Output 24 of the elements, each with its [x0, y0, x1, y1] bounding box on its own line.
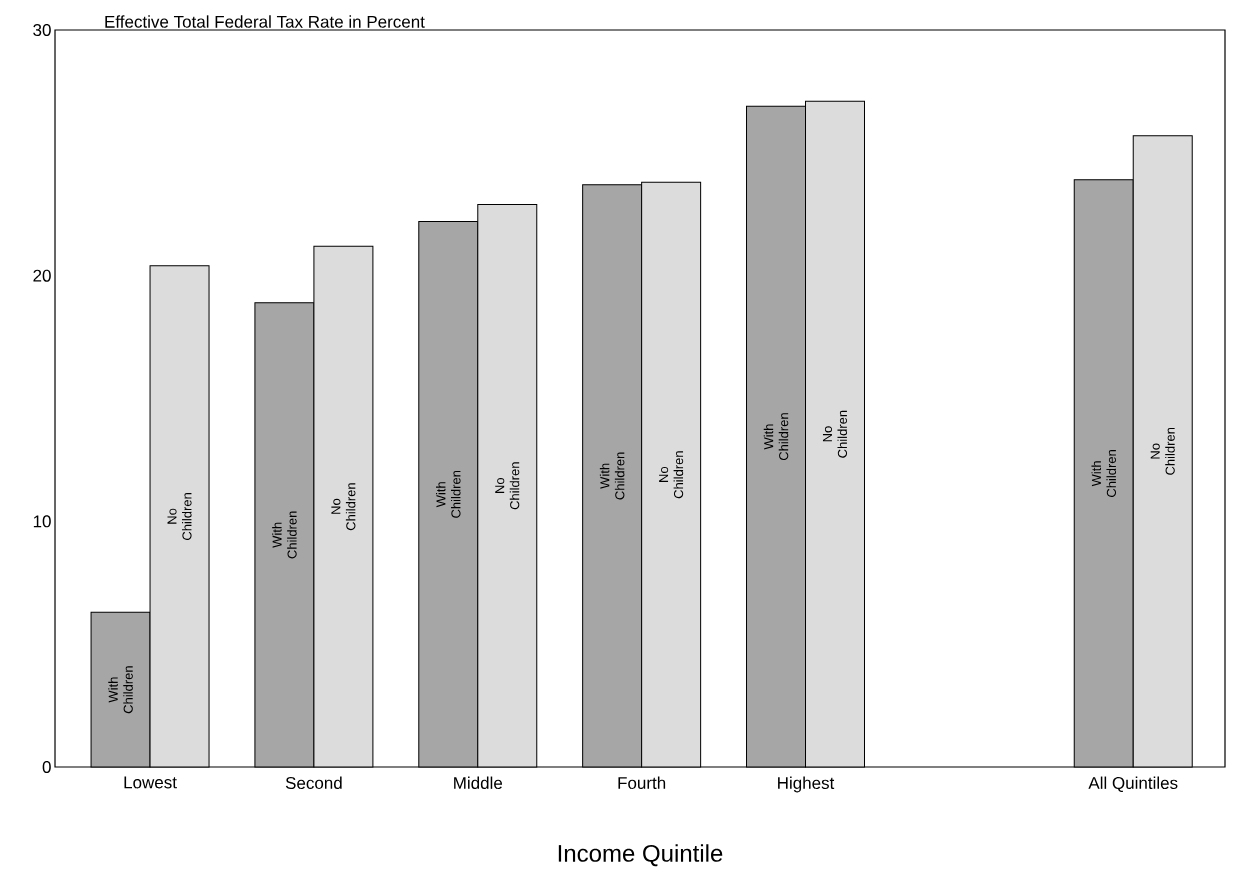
text: With Children	[599, 452, 625, 500]
y-tick-label: 10	[33, 515, 51, 528]
y-tick-label: 20	[33, 269, 51, 282]
series-label: With Children	[436, 471, 461, 519]
text: No Children	[331, 483, 356, 531]
text: No Children	[1150, 428, 1175, 476]
x-tick-label: Middle	[454, 776, 503, 790]
series-label: No Children	[167, 493, 192, 541]
text: No Children	[822, 411, 848, 458]
x-axis-title: Income Quintile	[558, 844, 723, 867]
text: No Children	[495, 462, 520, 510]
x-tick-label: Lowest	[124, 776, 177, 789]
y-axis-title: Effective Total Federal Tax Rate in Percent	[105, 15, 425, 29]
text: With Children	[763, 413, 789, 461]
text: With Children	[1091, 450, 1117, 498]
y-tick-label: 0	[42, 761, 51, 774]
text: With Children	[272, 511, 297, 559]
x-tick-label: Second	[285, 776, 342, 790]
x-tick-label: Fourth	[618, 776, 666, 790]
text: No Children	[659, 451, 684, 499]
text: With Children	[108, 666, 133, 714]
x-tick-label: Highest	[778, 776, 835, 793]
x-tick-label: All Quintiles	[1088, 776, 1178, 793]
y-tick-label: 30	[33, 24, 51, 37]
